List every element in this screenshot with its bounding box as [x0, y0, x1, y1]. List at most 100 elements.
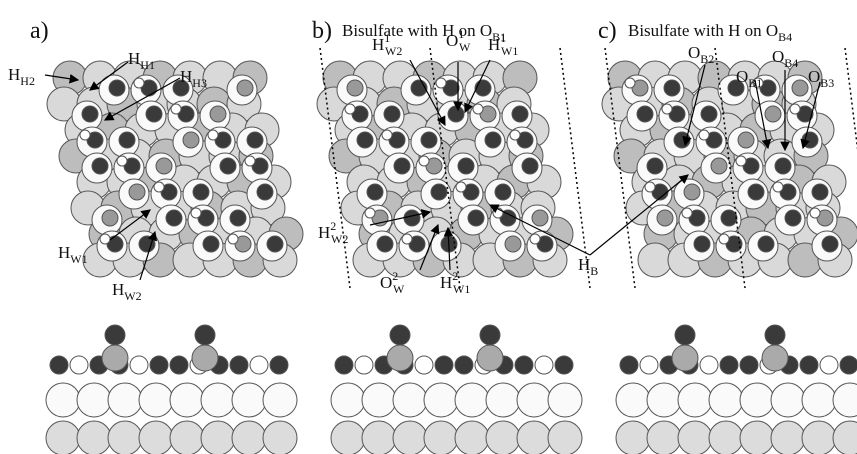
side-top-atom — [362, 383, 396, 417]
hydrogen-atom — [625, 78, 635, 88]
label-superscript: 1 — [458, 27, 464, 41]
side-bottom-atom — [424, 421, 458, 454]
oxygen-atom — [347, 80, 363, 96]
label-main: H — [58, 243, 70, 262]
hydrogen-atom — [682, 208, 692, 218]
sulfur-atom — [477, 345, 503, 371]
label-subscript: B1 — [748, 76, 762, 90]
side-bottom-atom — [362, 421, 396, 454]
label-main: H — [372, 35, 384, 54]
side-adsorbate-atom — [820, 356, 838, 374]
hydrogen-atom — [117, 156, 127, 166]
hydrogen-atom — [719, 234, 729, 244]
oxygen-atom — [119, 132, 135, 148]
side-top-atom — [517, 383, 551, 417]
side-bottom-atom — [709, 421, 743, 454]
oxygen-atom — [377, 236, 393, 252]
side-adsorbate-atom — [150, 356, 168, 374]
side-top-atom — [833, 383, 857, 417]
side-top-atom — [393, 383, 427, 417]
label-subscript: W1 — [70, 252, 87, 266]
hydrogen-atom — [228, 234, 238, 244]
oxygen-atom — [146, 106, 162, 122]
side-top-atom — [647, 383, 681, 417]
oxygen-atom — [738, 132, 754, 148]
side-top-atom — [486, 383, 520, 417]
side-adsorbate-atom — [355, 356, 373, 374]
side-top-atom — [263, 383, 297, 417]
hydrogen-atom — [645, 182, 655, 192]
hydrogen-atom — [345, 104, 355, 114]
oxygen-atom — [495, 184, 511, 200]
label-main: H — [578, 255, 590, 274]
oxygen-atom — [822, 236, 838, 252]
sulfur-atom — [762, 345, 788, 371]
side-adsorbate-atom — [250, 356, 268, 374]
substrate-atom — [638, 243, 672, 277]
label-main: H — [8, 65, 20, 84]
hydrogen-atom — [208, 130, 218, 140]
oxygen-atom — [480, 325, 500, 345]
atom-label: H1W1 — [488, 31, 518, 58]
side-adsorbate-atom — [230, 356, 248, 374]
oxygen-atom — [711, 158, 727, 174]
side-bottom-atom — [46, 421, 80, 454]
oxygen-atom — [166, 210, 182, 226]
hydrogen-atom — [154, 182, 164, 192]
label-main: O — [688, 43, 700, 62]
side-bottom-atom — [548, 421, 582, 454]
label-main: H — [112, 280, 124, 299]
sulfur-atom — [102, 345, 128, 371]
oxygen-atom — [390, 325, 410, 345]
side-bottom-atom — [517, 421, 551, 454]
side-adsorbate-atom — [335, 356, 353, 374]
oxygen-atom — [701, 106, 717, 122]
oxygen-atom — [748, 184, 764, 200]
side-bottom-atom — [201, 421, 235, 454]
side-top-atom — [108, 383, 142, 417]
oxygen-atom — [384, 106, 400, 122]
title-subscript: B4 — [778, 30, 792, 44]
side-adsorbate-atom — [740, 356, 758, 374]
side-top-atom — [771, 383, 805, 417]
oxygen-atom — [675, 325, 695, 345]
side-bottom-atom — [616, 421, 650, 454]
oxygen-atom — [421, 132, 437, 148]
atom-label: HB — [578, 255, 598, 278]
label-superscript: 2 — [392, 269, 398, 283]
side-adsorbate-atom — [620, 356, 638, 374]
side-top-atom — [709, 383, 743, 417]
hydrogen-atom — [436, 78, 446, 88]
panel-letter: c) — [598, 18, 617, 44]
label-subscript: W2 — [331, 232, 348, 246]
title-text: Bisulfate with H on O — [628, 21, 778, 40]
hydrogen-atom — [530, 234, 540, 244]
side-adsorbate-atom — [270, 356, 288, 374]
atom-label: HW2 — [112, 280, 142, 303]
side-top-atom — [616, 383, 650, 417]
oxygen-atom — [267, 236, 283, 252]
label-subscript: W2 — [385, 44, 402, 58]
side-adsorbate-atom — [170, 356, 188, 374]
label-subscript: W1 — [453, 282, 470, 296]
oxygen-atom — [230, 210, 246, 226]
label-subscript: W — [459, 40, 471, 54]
hydrogen-atom — [699, 130, 709, 140]
side-bottom-atom — [232, 421, 266, 454]
side-adsorbate-atom — [840, 356, 857, 374]
oxygen-atom — [357, 132, 373, 148]
sulfur-atom — [192, 345, 218, 371]
label-main: O — [772, 47, 784, 66]
side-adsorbate-atom — [50, 356, 68, 374]
side-bottom-atom — [771, 421, 805, 454]
side-bottom-atom — [647, 421, 681, 454]
side-bottom-atom — [139, 421, 173, 454]
oxygen-atom — [637, 106, 653, 122]
hydrogen-atom — [456, 182, 466, 192]
oxygen-atom — [785, 210, 801, 226]
oxygen-atom — [195, 325, 215, 345]
hydrogen-atom — [402, 234, 412, 244]
atom-label: HH2 — [8, 65, 35, 88]
side-top-atom — [232, 383, 266, 417]
